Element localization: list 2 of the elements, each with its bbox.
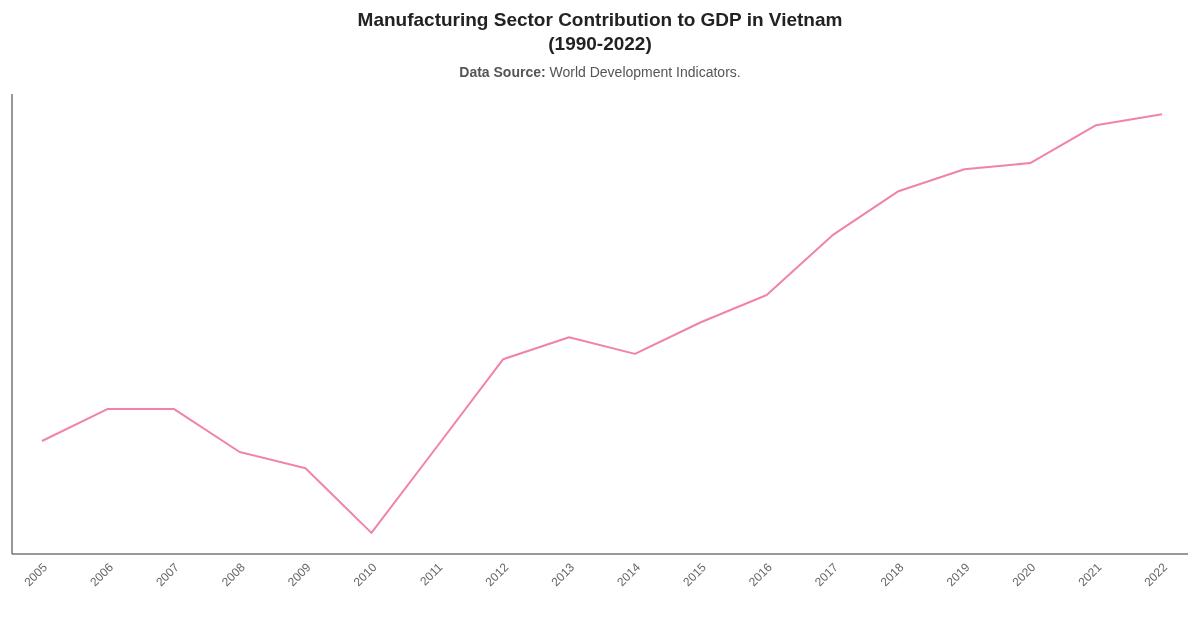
chart-title: Manufacturing Sector Contribution to GDP in Vietnam (1990-2022) <box>356 8 844 56</box>
chart-subtitle: Data Source: World Development Indicators. <box>458 64 742 80</box>
